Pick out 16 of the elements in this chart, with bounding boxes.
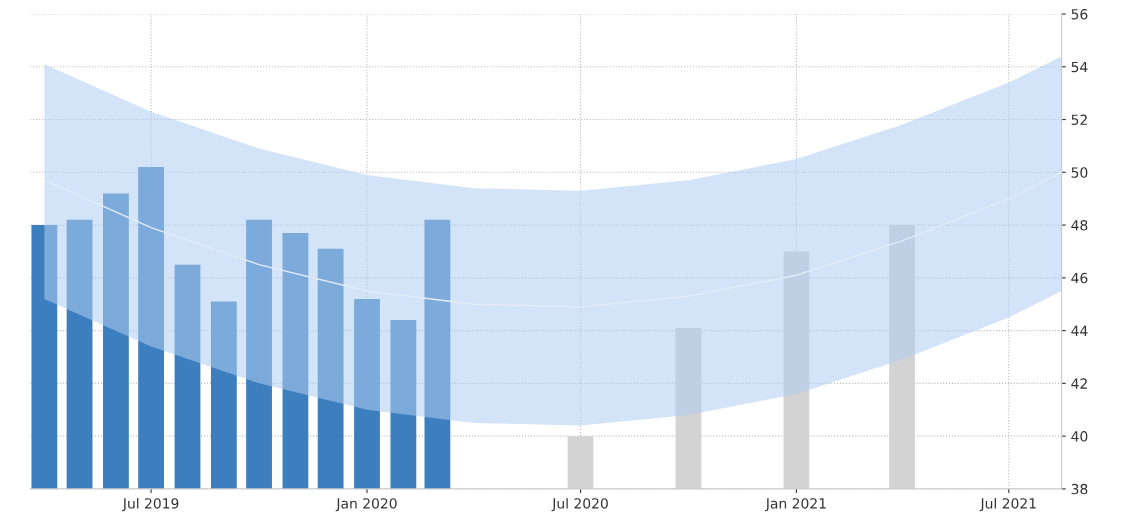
- y-tick-label: 40: [1071, 431, 1088, 442]
- y-tick-label: 42: [1071, 378, 1087, 389]
- y-tick-label: 52: [1071, 114, 1087, 126]
- y-tick-label: 38: [1071, 483, 1088, 495]
- y-tick-label: 48: [1071, 220, 1088, 231]
- x-tick-label: Jan 2021: [765, 498, 826, 512]
- line-series: [43, 171, 1062, 308]
- y-tick-label: 56: [1071, 8, 1088, 20]
- x-tick-label: Jan 2020: [335, 498, 397, 512]
- x-tick-label: Jul 2019: [122, 497, 179, 512]
- y-tick-label: 50: [1071, 167, 1088, 178]
- y-tick-label: 54: [1071, 61, 1088, 73]
- x-tick-label: Jul 2020: [551, 497, 608, 512]
- x-tick-label: Jul 2021: [979, 497, 1036, 512]
- y-tick-label: 44: [1071, 325, 1088, 336]
- y-tick-label: 46: [1071, 272, 1088, 284]
